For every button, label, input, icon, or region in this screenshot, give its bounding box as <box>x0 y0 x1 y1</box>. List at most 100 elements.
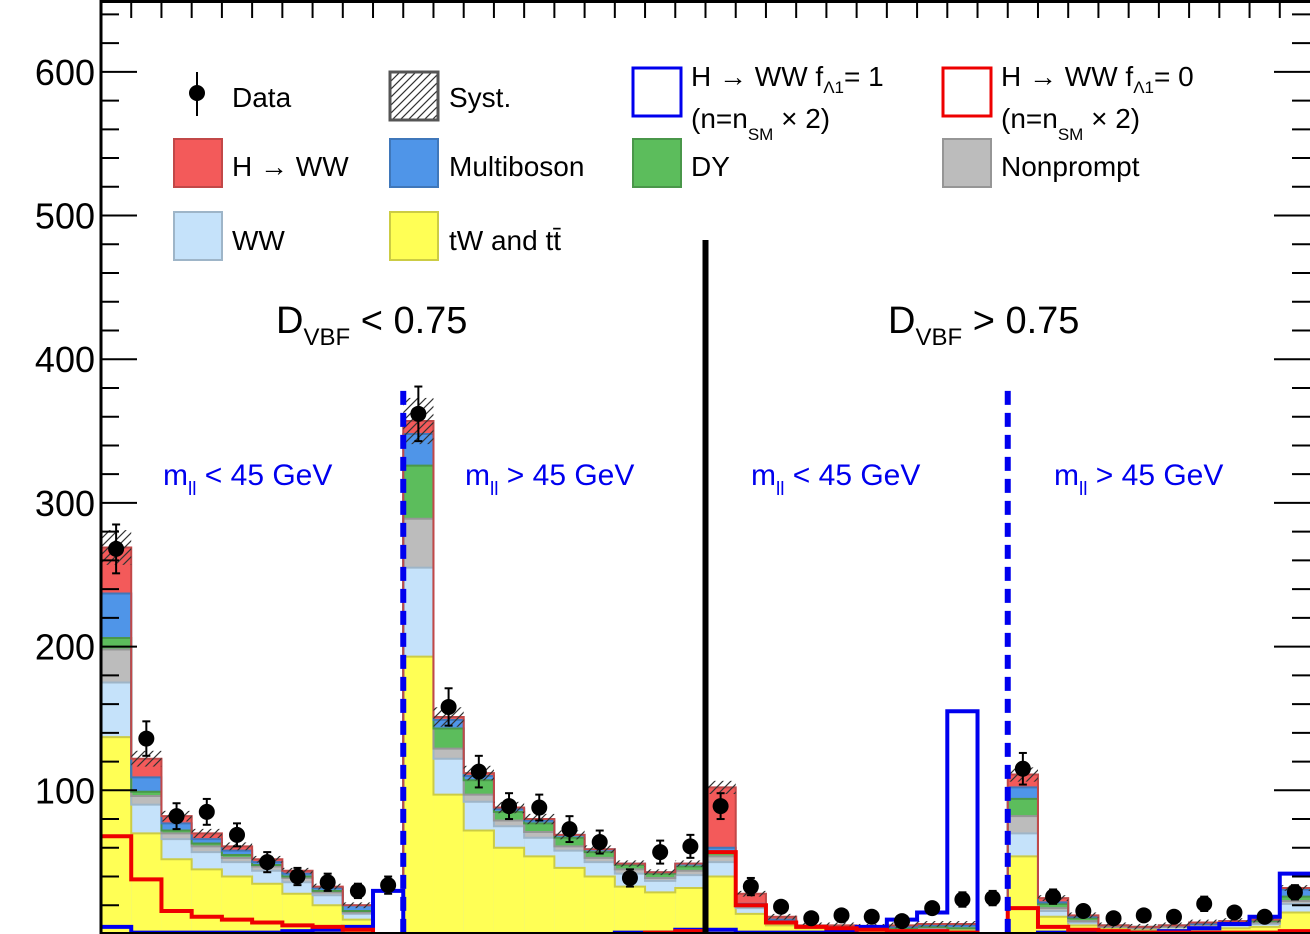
syst-band-bin-22 <box>765 913 797 920</box>
y-tick-label-300: 300 <box>35 483 95 524</box>
legend-sig0-swatch <box>941 66 993 118</box>
bar-top-bin-16 <box>584 876 615 934</box>
syst-band-bin-27 <box>917 921 948 927</box>
bar-top-bin-17 <box>614 886 646 934</box>
data-point-31 <box>1045 888 1062 905</box>
legend-sig1-label: H → WW fΛ1= 1 <box>691 61 884 97</box>
data-point-5 <box>259 854 276 871</box>
data-point-37 <box>1226 904 1243 921</box>
data-point-29 <box>984 890 1001 907</box>
data-point-6 <box>289 868 306 885</box>
data-point-19 <box>682 838 699 855</box>
data-point-26 <box>893 913 910 930</box>
syst-band-bin-34 <box>1128 923 1159 930</box>
legend-sig0-label-line2: (n=nSM × 2) <box>1001 103 1140 144</box>
data-point-8 <box>349 882 366 899</box>
data-point-28 <box>954 891 971 908</box>
data-point-2 <box>168 808 185 825</box>
data-points <box>108 385 1303 930</box>
signal-fa1-0-line <box>101 834 1310 934</box>
data-point-1 <box>138 730 155 747</box>
data-point-22 <box>773 898 790 915</box>
bar-top-bin-11 <box>433 794 464 934</box>
bar-top-bin-14 <box>524 856 555 934</box>
data-point-9 <box>380 877 397 894</box>
bar-top-bin-4 <box>221 876 253 934</box>
y-tick-label-400: 400 <box>35 339 95 380</box>
data-point-14 <box>531 799 548 816</box>
syst-band-bin-36 <box>1189 919 1220 926</box>
bar-top-bin-19 <box>675 888 706 934</box>
data-point-23 <box>803 910 820 927</box>
data-point-17 <box>621 869 638 886</box>
data-point-7 <box>319 874 336 891</box>
data-point-10 <box>410 405 427 422</box>
data-point-33 <box>1105 910 1122 927</box>
legend-sig1-swatch <box>631 66 683 118</box>
bar-top-bin-20 <box>705 876 736 934</box>
data-point-21 <box>742 878 759 895</box>
legend-top-label: tW and tt̄ <box>449 225 561 256</box>
y-tick-label-500: 500 <box>35 196 95 237</box>
legend-nonprompt-label: Nonprompt <box>1001 151 1140 182</box>
data-point-24 <box>833 907 850 924</box>
data-point-16 <box>591 834 608 851</box>
bar-top-bin-5 <box>252 883 283 934</box>
data-point-30 <box>1014 760 1031 777</box>
region-dividers <box>400 239 1011 934</box>
mll-label-1: mll > 45 GeV <box>465 459 634 500</box>
legend-ww-swatch <box>173 211 223 261</box>
data-point-11 <box>440 698 457 715</box>
legend-hww-swatch <box>173 138 223 188</box>
data-point-12 <box>470 763 487 780</box>
bar-top-bin-39 <box>1279 912 1310 934</box>
y-tick-label-200: 200 <box>35 627 95 668</box>
syst-band-bin-35 <box>1158 922 1190 929</box>
legend: Data Syst. H → WW fΛ1= 1 (n=nSM × 2) H → WW … <box>173 61 1194 261</box>
data-point-15 <box>561 821 578 838</box>
legend-syst-swatch <box>388 70 440 122</box>
mll-label-2: mll < 45 GeV <box>751 459 920 500</box>
legend-multiboson-label: Multiboson <box>449 151 584 182</box>
data-point-34 <box>1135 907 1152 924</box>
syst-band-bin-1 <box>131 750 162 767</box>
bar-top-bin-15 <box>554 867 585 934</box>
legend-ww-label: WW <box>232 225 285 256</box>
legend-multiboson-swatch <box>389 138 439 188</box>
legend-data-label: Data <box>232 82 292 113</box>
bar-top-bin-1 <box>131 833 162 934</box>
legend-sig1-label-line2: (n=nSM × 2) <box>691 103 830 144</box>
bar-top-bin-21 <box>735 913 766 934</box>
region-labels: DVBF < 0.75 DVBF > 0.75 mll < 45 GeV mll > … <box>163 300 1223 500</box>
syst-band-bin-3 <box>191 828 222 838</box>
axes-frame: 100 200 300 400 500 600 <box>35 0 1310 934</box>
syst-band-bin-28 <box>947 921 978 927</box>
data-point-4 <box>229 826 246 843</box>
data-point-27 <box>924 900 941 917</box>
data-point-35 <box>1165 908 1182 925</box>
bar-top-bin-38 <box>1249 926 1280 934</box>
bar-top-bin-6 <box>282 893 313 934</box>
y-tick-label-600: 600 <box>35 52 95 93</box>
syst-band-bin-18 <box>645 869 676 876</box>
syst-band-bin-37 <box>1219 918 1250 924</box>
y-tick-label-100: 100 <box>35 770 95 811</box>
legend-top-swatch <box>389 211 439 261</box>
mll-label-0: mll < 45 GeV <box>163 459 332 500</box>
legend-data-marker <box>189 85 205 101</box>
legend-syst-label: Syst. <box>449 82 511 113</box>
data-point-38 <box>1256 908 1273 925</box>
legend-dy-swatch <box>632 138 682 188</box>
data-point-20 <box>712 798 729 815</box>
region-label-low-dvbf: DVBF < 0.75 <box>276 300 467 351</box>
bar-top-bin-25 <box>856 929 887 934</box>
mll-label-3: mll > 45 GeV <box>1054 459 1223 500</box>
legend-nonprompt-swatch <box>942 138 992 188</box>
bar-top-bin-12 <box>463 830 494 934</box>
bar-top-bin-3 <box>191 869 222 934</box>
syst-band-bin-8 <box>342 902 374 909</box>
data-point-18 <box>652 844 669 861</box>
bar-top-bin-13 <box>493 847 525 934</box>
legend-hww-label: H → WW <box>232 151 349 182</box>
